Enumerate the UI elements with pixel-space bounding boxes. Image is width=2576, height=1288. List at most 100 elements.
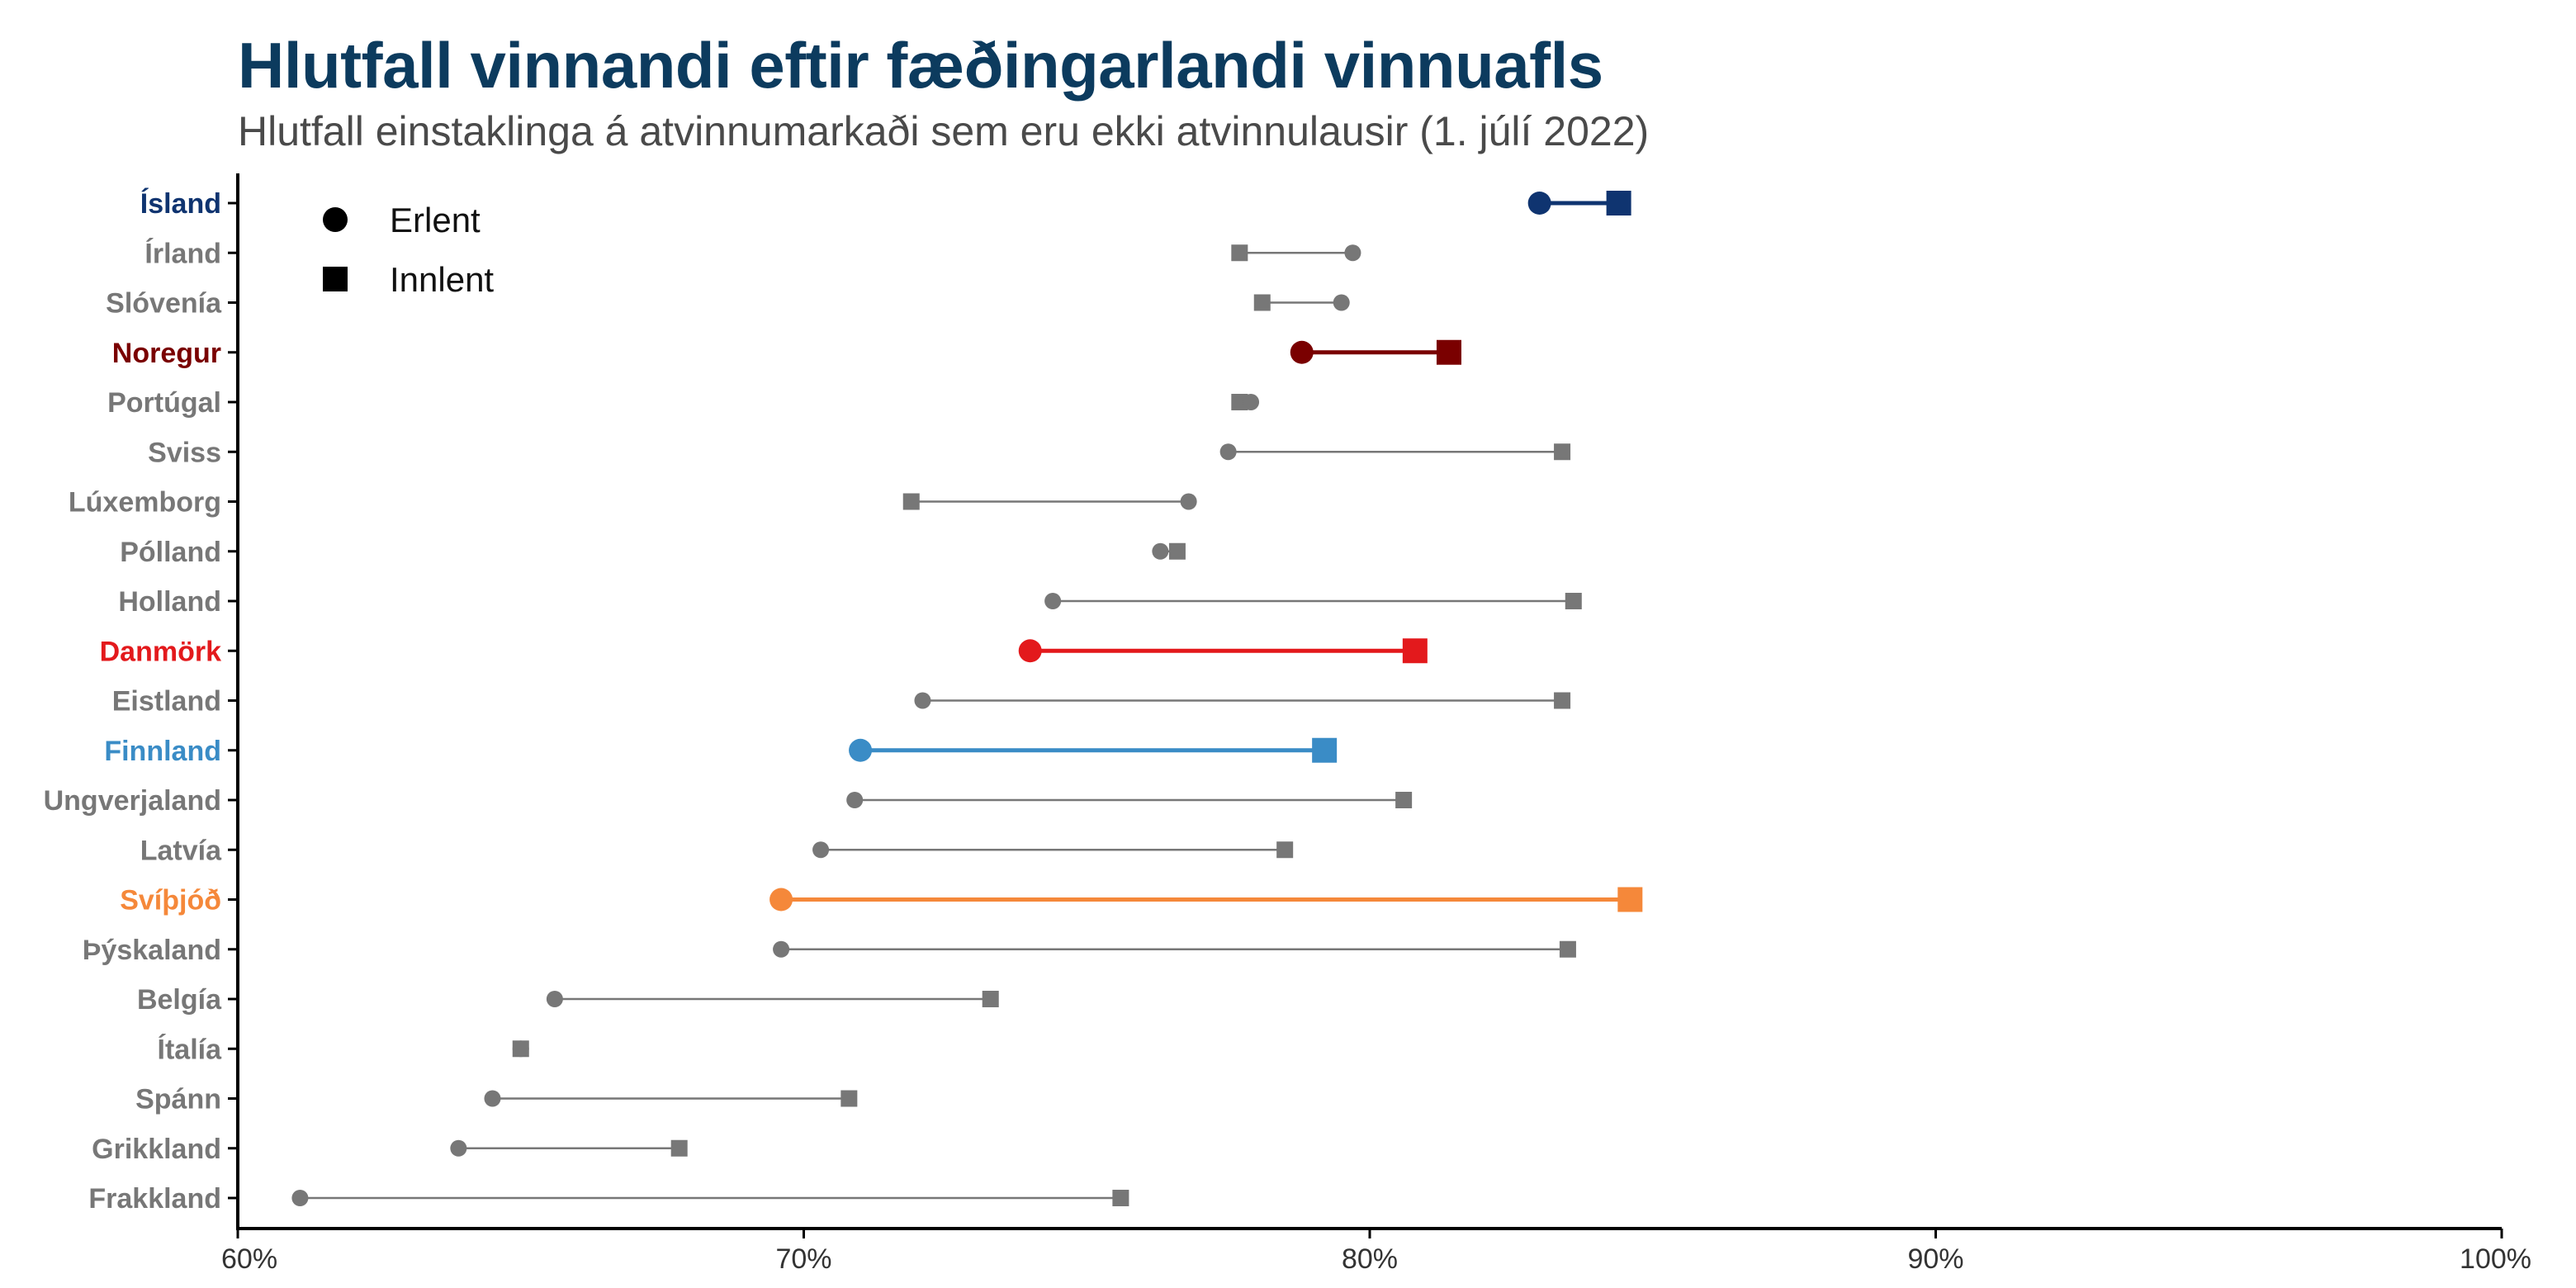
chart-subtitle: Hlutfall einstaklinga á atvinnumarkaði s… [238, 108, 1650, 154]
row-7: Pólland [120, 537, 1186, 568]
innlent-square-point [1559, 940, 1576, 958]
row-20: Frakkland [88, 1183, 1129, 1215]
erlent-circle-point [1333, 294, 1350, 311]
country-label: Ungverjaland [44, 785, 221, 817]
x-tick-label: 80% [1342, 1243, 1398, 1275]
chart-title: Hlutfall vinnandi eftir fæðingarlandi vi… [238, 29, 1603, 102]
erlent-circle-point [1180, 493, 1197, 510]
row-1: Írland [144, 238, 1361, 269]
erlent-circle-point [1018, 639, 1042, 663]
erlent-circle-point [914, 692, 931, 709]
innlent-square-point [1231, 394, 1248, 410]
country-label: Ítalía [158, 1034, 223, 1065]
innlent-square-point [1231, 244, 1248, 262]
row-8: Holland [118, 586, 1582, 618]
legend-label: Innlent [390, 260, 494, 299]
legend-circle-icon [323, 207, 348, 232]
row-15: Þýskaland [83, 935, 1576, 966]
innlent-square-point [1276, 841, 1294, 859]
legend: Erlent Innlent [323, 201, 494, 299]
row-6: Lúxemborg [69, 487, 1197, 519]
innlent-square-point [1253, 294, 1271, 311]
erlent-circle-point [546, 991, 563, 1007]
row-18: Spánn [135, 1084, 858, 1115]
erlent-circle-point [849, 738, 873, 762]
legend-item-innlent: Innlent [323, 260, 494, 299]
innlent-square-point [1617, 887, 1643, 912]
row-2: Slóvenía [106, 288, 1350, 320]
row-9: Danmörk [100, 636, 1428, 667]
row-3: Noregur [112, 338, 1461, 369]
innlent-square-point [1395, 792, 1413, 808]
innlent-square-point [982, 991, 999, 1007]
erlent-circle-point [1243, 394, 1260, 410]
innlent-square-point [1554, 443, 1571, 461]
country-label: Svíþjóð [120, 885, 221, 916]
erlent-circle-point [846, 792, 864, 808]
row-5: Sviss [148, 437, 1571, 468]
erlent-circle-point [484, 1090, 501, 1107]
erlent-circle-point [450, 1139, 467, 1157]
innlent-square-point [1606, 191, 1631, 215]
innlent-square-point [902, 493, 920, 510]
country-label: Latvía [140, 835, 222, 866]
row-16: Belgía [137, 984, 999, 1016]
row-11: Finnland [104, 736, 1338, 767]
axes: 60% 70% 80% 90% 100% [221, 173, 2531, 1275]
country-label: Sviss [148, 437, 221, 468]
data-rows: Ísland Írland Slóvenía Noregur Portúgal Sviss… [44, 188, 1643, 1215]
legend-label: Erlent [390, 201, 481, 239]
erlent-circle-point [773, 940, 790, 958]
country-label: Ísland [140, 188, 221, 220]
row-10: Eistland [112, 686, 1571, 717]
country-label: Portúgal [107, 387, 221, 419]
innlent-square-point [1565, 593, 1582, 609]
country-label: Lúxemborg [69, 487, 221, 519]
country-label: Holland [118, 586, 221, 618]
row-12: Ungverjaland [44, 785, 1413, 817]
erlent-circle-point [1152, 542, 1169, 560]
erlent-circle-point [1219, 443, 1237, 461]
innlent-square-point [1312, 737, 1338, 763]
erlent-circle-point [812, 841, 830, 859]
country-label: Þýskaland [83, 935, 221, 966]
row-19: Grikkland [92, 1134, 688, 1165]
innlent-square-point [670, 1139, 688, 1157]
innlent-square-point [1402, 638, 1428, 664]
legend-item-erlent: Erlent [323, 201, 481, 239]
x-tick-label: 70% [775, 1243, 831, 1275]
innlent-square-point [841, 1090, 858, 1107]
country-label: Noregur [112, 338, 221, 369]
row-4: Portúgal [107, 387, 1260, 419]
legend-square-icon [323, 267, 348, 291]
row-17: Ítalía [158, 1034, 529, 1065]
country-label: Spánn [135, 1084, 221, 1115]
erlent-circle-point [1044, 593, 1062, 609]
erlent-circle-point [769, 888, 793, 912]
country-label: Pólland [120, 537, 221, 568]
row-0: Ísland [140, 188, 1631, 220]
country-label: Finnland [104, 736, 221, 767]
x-tick-label: 90% [1907, 1243, 1963, 1275]
country-label: Slóvenía [106, 288, 222, 320]
erlent-circle-point [512, 1040, 529, 1058]
innlent-square-point [1554, 692, 1571, 709]
country-label: Grikkland [92, 1134, 221, 1165]
erlent-circle-point [1290, 340, 1314, 364]
x-tick-label: 60% [221, 1243, 277, 1275]
erlent-circle-point [291, 1190, 309, 1206]
innlent-square-point [1112, 1190, 1129, 1206]
country-label: Eistland [112, 686, 221, 717]
innlent-square-point [1436, 339, 1461, 365]
country-label: Danmörk [100, 636, 221, 667]
row-14: Svíþjóð [120, 885, 1643, 916]
innlent-square-point [1168, 542, 1186, 560]
country-label: Frakkland [88, 1183, 221, 1215]
erlent-circle-point [1527, 192, 1551, 215]
row-13: Latvía [140, 835, 1294, 866]
erlent-circle-point [1344, 244, 1361, 262]
country-label: Belgía [137, 984, 222, 1016]
x-tick-label: 100% [2460, 1243, 2531, 1275]
country-label: Írland [144, 238, 221, 269]
